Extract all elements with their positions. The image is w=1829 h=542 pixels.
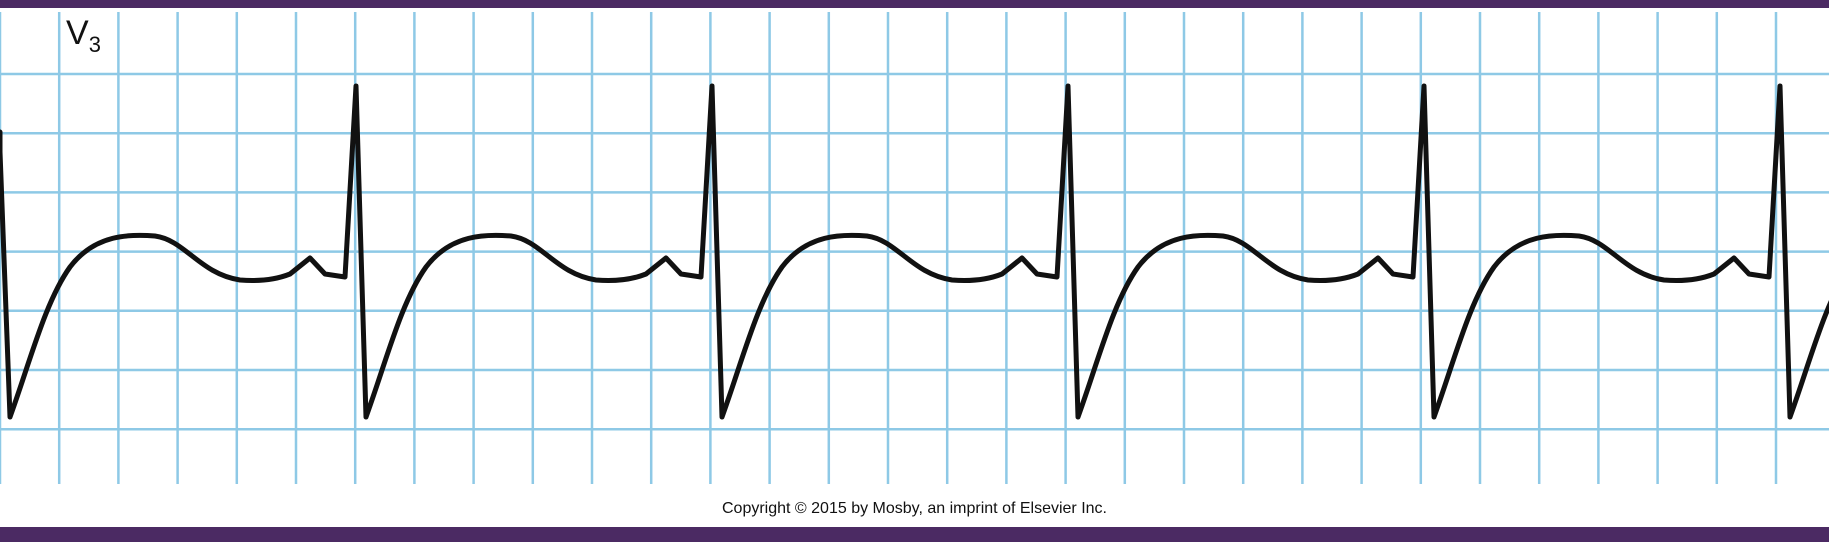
bottom-frame-bar bbox=[0, 527, 1829, 542]
lead-subscript: 3 bbox=[88, 32, 101, 57]
ecg-trace bbox=[0, 83, 1829, 420]
ecg-strip bbox=[0, 12, 1829, 484]
lead-name: V bbox=[66, 14, 89, 52]
lead-label: V3 bbox=[66, 16, 101, 56]
ecg-grid bbox=[0, 12, 1829, 484]
ecg-paper bbox=[0, 12, 1829, 484]
copyright-notice: Copyright © 2015 by Mosby, an imprint of… bbox=[722, 500, 1107, 517]
top-frame-bar bbox=[0, 0, 1829, 8]
